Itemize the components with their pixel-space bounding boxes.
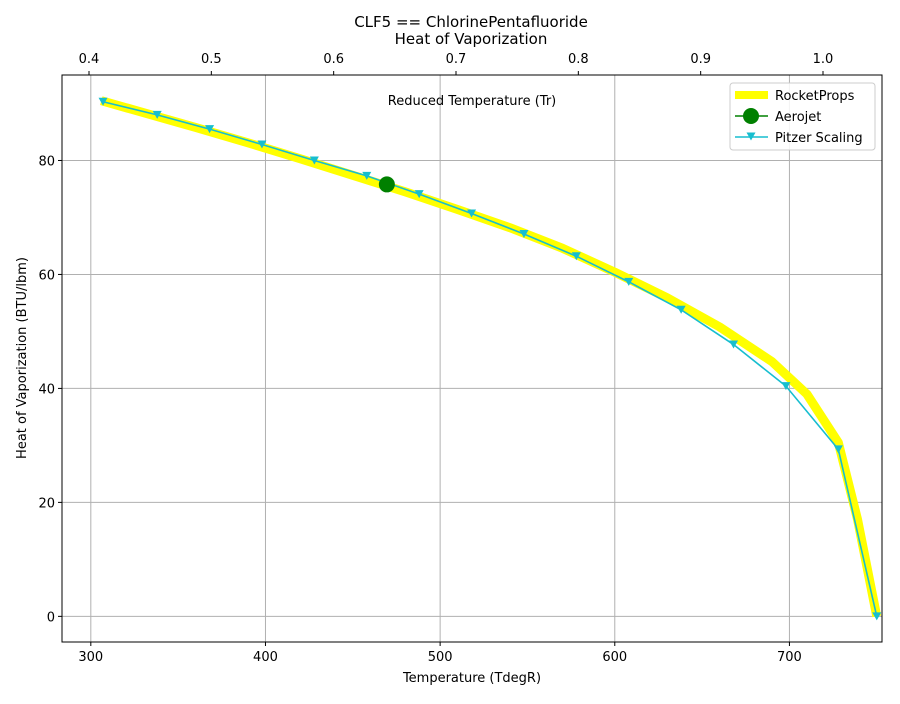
series-layer [98,96,882,621]
x-axis-label: Temperature (TdegR) [402,671,541,686]
legend-box [729,82,876,151]
data-point-pitzer [257,140,267,149]
data-point-aerojet [378,176,395,193]
x2-tick-label: 0.5 [201,52,222,67]
x-tick-label: 300 [78,650,103,665]
data-point-pitzer [519,229,529,238]
data-point-pitzer [872,612,882,621]
data-point-pitzer [467,209,477,218]
data-point-pitzer [624,277,634,286]
x2-tick-label: 0.9 [690,52,711,67]
secondary-x-axis-label: Reduced Temperature (Tr) [388,94,556,109]
x2-tick-label: 0.8 [568,52,589,67]
y-tick-label: 0 [47,610,55,625]
x2-tick-label: 0.7 [446,52,467,67]
y-tick-label: 20 [38,496,55,511]
legend-swatch-aerojet-marker [743,108,759,124]
data-point-pitzer [152,110,162,119]
x2-tick-label: 0.4 [79,52,100,67]
legend-swatch-pitzer-marker [746,132,756,141]
legend-label-pitzer: Pitzer Scaling [775,131,863,146]
y-axis-label: Heat of Vaporization (BTU/lbm) [15,257,30,459]
legend-label-aerojet: Aerojet [775,110,821,125]
tick-layer: 300 400 500 600 700 0 20 40 60 80 0.4 0.5 0.6 0.7 0.8 0… [38,52,833,665]
x2-tick-label: 1.0 [813,52,834,67]
data-point-pitzer [309,156,319,165]
legend: RocketProps Aerojet Pitzer Scaling [729,82,876,151]
data-point-pitzer [729,340,739,349]
data-point-pitzer [781,382,791,391]
x-tick-label: 700 [777,650,802,665]
data-point-pitzer [98,97,108,106]
series-line-pitzer [102,101,878,617]
chart-title: CLF5 == ChlorinePentafluoride [354,13,588,31]
series-line-rocketprops [100,96,882,618]
grid-layer [62,75,882,642]
data-point-pitzer [676,305,686,314]
chart-subtitle: Heat of Vaporization [395,30,548,48]
x-tick-label: 600 [602,650,627,665]
plot-frame [61,74,883,643]
data-point-pitzer [362,171,372,180]
y-tick-label: 80 [38,154,55,169]
y-tick-label: 60 [38,268,55,283]
x-tick-label: 500 [428,650,453,665]
legend-label-rocketprops: RocketProps [775,89,855,104]
x-tick-label: 400 [253,650,278,665]
x2-tick-label: 0.6 [323,52,344,67]
data-point-pitzer [571,252,581,261]
data-point-pitzer [833,445,843,454]
data-point-pitzer [205,125,215,134]
y-tick-label: 40 [38,382,55,397]
data-point-pitzer [414,190,424,199]
